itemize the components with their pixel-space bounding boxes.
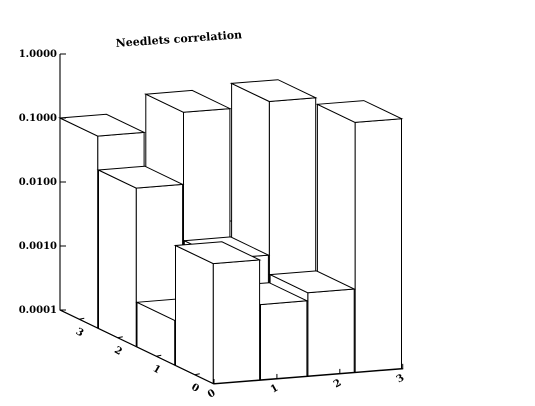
- x-axis-line: [59, 309, 215, 385]
- bar-front-face: [212, 259, 261, 385]
- bar-top-face: [229, 79, 318, 103]
- z-tick-label: 0.0100: [19, 177, 57, 188]
- bar-top-face: [96, 165, 185, 189]
- x-tick: [79, 317, 85, 320]
- z-tick-label: 0.1000: [19, 113, 57, 124]
- bar-left-face: [59, 117, 99, 329]
- x-tick-label: 3: [74, 326, 86, 339]
- bar-top-face: [315, 100, 404, 123]
- x-tick: [156, 354, 162, 357]
- y-axis-line: [213, 368, 404, 385]
- bar-front-face: [307, 288, 355, 377]
- bar-left-face: [175, 244, 214, 385]
- x-tick: [194, 373, 200, 376]
- x-tick-label: 1: [151, 363, 163, 376]
- bars-layer: [58, 79, 404, 385]
- bar-top-face: [173, 241, 262, 265]
- z-tick-label: 1.0000: [19, 49, 57, 60]
- y-tick-label: 0: [206, 388, 218, 401]
- z-tick-label: 0.0001: [19, 305, 57, 316]
- z-tick-label: 0.0010: [19, 241, 57, 252]
- bar-x3-y0: [173, 241, 262, 385]
- bar-front-face: [354, 118, 402, 373]
- axes-layer: 0.0001 0.0010 0.0100 0.1000 1.0000 0 1 2 3 0 1 2 3: [19, 49, 407, 401]
- y-tick-label: 3: [395, 372, 407, 385]
- bar-top-face: [143, 89, 232, 113]
- x-tick: [117, 336, 123, 339]
- bar-front-face: [260, 300, 308, 381]
- x-tick-label: 0: [189, 382, 201, 395]
- y-tick-label: 1: [269, 383, 281, 396]
- bar-top-face: [58, 113, 146, 137]
- x-tick-label: 2: [112, 345, 124, 358]
- bar-left-face: [98, 169, 137, 348]
- chart-title: Needlets correlation: [115, 28, 242, 50]
- bar-top-face: [268, 270, 357, 294]
- y-tick-label: 2: [332, 377, 344, 390]
